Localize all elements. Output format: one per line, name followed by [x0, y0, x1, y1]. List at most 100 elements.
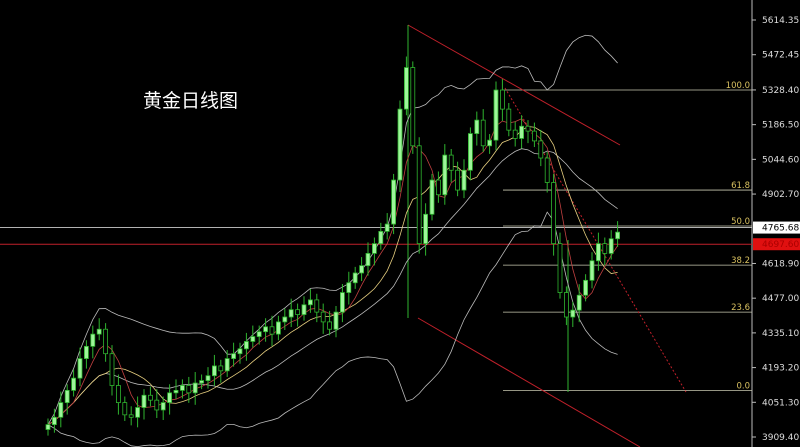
- red-price-box: [753, 238, 800, 251]
- candle-body: [391, 179, 397, 225]
- candle-body: [467, 133, 473, 171]
- candle-body: [576, 294, 582, 311]
- candle-body: [205, 375, 211, 381]
- candle-body: [301, 304, 307, 315]
- candle-body: [538, 140, 544, 159]
- candle-body: [410, 67, 416, 147]
- candle-body: [519, 125, 524, 139]
- fib-level-label: 0.0: [736, 381, 750, 391]
- candle-body: [589, 260, 595, 281]
- axis-tick-label: 4335.10: [762, 329, 799, 339]
- candle-body: [403, 67, 409, 110]
- red-price-label: 4697.60: [762, 240, 799, 250]
- fib-level-label: 100.0: [726, 81, 750, 91]
- candle-body: [378, 231, 384, 245]
- candle-body: [557, 243, 563, 293]
- candle-body: [256, 331, 262, 337]
- channel-upper-line: [407, 24, 621, 146]
- axis-tick-label: 4051.30: [762, 398, 799, 408]
- candle-body: [564, 292, 569, 318]
- candle-body: [544, 157, 550, 183]
- candle-body: [371, 243, 377, 254]
- candle-body: [615, 231, 620, 240]
- candle-body: [461, 169, 467, 191]
- candle-body: [327, 321, 333, 330]
- candle-body: [64, 389, 70, 404]
- candle-body: [96, 328, 102, 335]
- candle-body: [596, 243, 601, 262]
- candle-body: [263, 326, 269, 333]
- current-price-box: [753, 221, 800, 234]
- channel-mid-dashed-line: [504, 87, 687, 393]
- candle-body: [282, 316, 288, 323]
- ma5-line: [47, 118, 618, 425]
- candle-body: [269, 326, 275, 335]
- candle-body: [487, 139, 493, 147]
- fib-level-label: 61.8: [731, 181, 750, 191]
- candle-body: [532, 130, 537, 142]
- candle-body: [570, 309, 576, 318]
- candle-body: [84, 345, 89, 359]
- candle-body: [314, 299, 320, 313]
- axis-tick-label: 5044.60: [762, 155, 799, 165]
- candle-body: [243, 341, 249, 350]
- candle-body: [608, 238, 614, 254]
- fib-level-label: 50.0: [731, 217, 750, 227]
- ma10-line: [47, 126, 618, 425]
- candle-body: [499, 89, 505, 110]
- candle-body: [339, 292, 345, 313]
- candle-body: [211, 365, 217, 377]
- axis-tick-label: 4477.00: [762, 294, 799, 304]
- candle-body: [384, 223, 390, 232]
- candle-body: [480, 119, 486, 147]
- candle-body: [346, 282, 352, 293]
- candle-body: [116, 385, 121, 404]
- candle-body: [551, 182, 556, 245]
- candle-body: [359, 265, 365, 274]
- candle-body: [77, 358, 83, 379]
- candle-body: [416, 145, 422, 245]
- candle-body: [186, 385, 192, 394]
- candle-body: [218, 365, 224, 372]
- candle-body: [199, 380, 205, 384]
- candle-body: [179, 385, 185, 391]
- candle-body: [52, 416, 57, 426]
- candle-body: [512, 129, 518, 139]
- candle-body: [122, 402, 128, 416]
- fib-level-label: 38.2: [731, 256, 750, 266]
- candle-body: [455, 169, 461, 191]
- axis-tick-label: 5328.40: [762, 86, 799, 96]
- bollinger-upper: [47, 34, 618, 425]
- candle-body: [307, 299, 313, 306]
- axis-tick-label: 3909.40: [762, 433, 799, 443]
- candle-body: [71, 377, 76, 391]
- candle-body: [474, 119, 480, 134]
- candle-body: [435, 179, 441, 196]
- candle-body: [128, 414, 134, 418]
- candle-body: [103, 328, 108, 355]
- candle-body: [237, 348, 243, 355]
- candle-body: [397, 108, 403, 181]
- candle-body: [109, 353, 115, 386]
- candle-body: [135, 407, 141, 418]
- axis-tick-label: 5614.35: [762, 16, 799, 26]
- candle-body: [90, 333, 96, 347]
- candle-body: [506, 108, 512, 131]
- candle-body: [333, 311, 339, 330]
- candle-body: [493, 89, 499, 141]
- candle-body: [141, 394, 147, 408]
- candle-body: [295, 309, 301, 315]
- chart-title: 黄金日线图: [143, 90, 239, 112]
- candle-body: [160, 402, 166, 411]
- candle-body: [583, 279, 588, 296]
- bollinger-mid: [47, 148, 618, 425]
- candle-body: [224, 358, 230, 372]
- candle-body: [442, 154, 448, 196]
- candle-body: [250, 336, 256, 342]
- candle-body: [231, 353, 237, 359]
- candle-body: [423, 213, 429, 245]
- candle-body: [352, 272, 358, 284]
- candle-body: [173, 389, 179, 394]
